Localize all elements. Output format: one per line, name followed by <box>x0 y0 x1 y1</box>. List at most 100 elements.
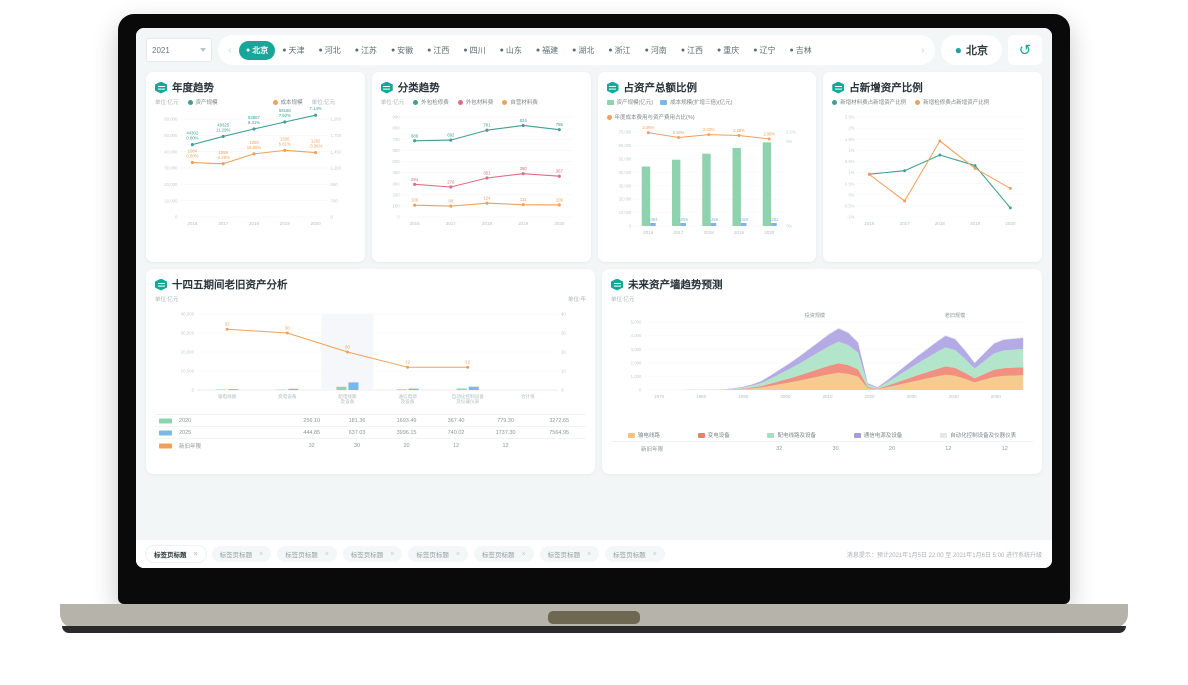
close-icon[interactable]: × <box>259 550 264 558</box>
legend-item[interactable]: 外包检修费 <box>413 98 449 106</box>
region-item-辽宁[interactable]: ● 辽宁 <box>746 41 782 60</box>
close-icon[interactable]: × <box>324 550 329 558</box>
location-pin-icon: ● <box>680 46 686 54</box>
svg-text:692: 692 <box>447 132 455 137</box>
region-item-江西[interactable]: ● 江西 <box>420 41 456 60</box>
svg-text:1,700: 1,700 <box>331 133 342 138</box>
legend-item[interactable]: 自营材料费 <box>502 98 538 106</box>
svg-text:53887: 53887 <box>248 115 260 120</box>
svg-text:44302: 44302 <box>186 131 198 136</box>
legend-item[interactable]: 年度成本费用与资产费用占比(%) <box>606 113 695 121</box>
region-item-山东[interactable]: ● 山东 <box>493 41 529 60</box>
page-tab[interactable]: 标签页标题 × <box>211 546 272 562</box>
region-label: 山东 <box>505 45 522 55</box>
chevron-left-icon[interactable]: ‹ <box>228 44 232 56</box>
region-item-安徽[interactable]: ● 安徽 <box>384 41 420 60</box>
card-header: 占新增资产比例 <box>832 80 1033 95</box>
svg-text:2.15%: 2.15% <box>672 130 684 135</box>
svg-text:7.14%: 7.14% <box>310 107 322 111</box>
close-icon[interactable]: × <box>193 550 198 558</box>
unit-right: 单位:年 <box>567 297 586 303</box>
svg-text:通信电源: 通信电源 <box>398 393 417 400</box>
region-item-湖北[interactable]: ● 湖北 <box>565 41 601 60</box>
svg-text:824: 824 <box>519 118 527 123</box>
card-header: 未来资产墙趋势预测 <box>611 277 1033 292</box>
svg-text:100: 100 <box>392 203 400 208</box>
svg-text:老旧规模: 老旧规模 <box>945 311 965 319</box>
svg-text:58168: 58168 <box>279 108 291 113</box>
page-tab[interactable]: 标签页标题 × <box>473 546 534 562</box>
legend-item[interactable]: 新增材料费占新增资产比例 <box>832 98 906 106</box>
legend-item[interactable]: 资产规模(亿元) <box>606 98 653 106</box>
svg-text:1256: 1256 <box>249 140 259 145</box>
region-item-福建[interactable]: ● 福建 <box>529 41 565 60</box>
hexagon-icon <box>832 81 845 94</box>
legend-item[interactable]: 外包材料费 <box>457 98 493 106</box>
table-row: 2020 256.10 181.36 1693.49 367.40 779.30 3272.… <box>155 414 586 427</box>
close-icon[interactable]: × <box>587 550 592 558</box>
svg-text:0: 0 <box>175 214 178 219</box>
year-select[interactable]: 2021 <box>146 38 212 62</box>
region-item-天津[interactable]: ● 天津 <box>275 41 311 60</box>
location-pin-icon: ● <box>572 46 577 54</box>
svg-text:配电线路: 配电线路 <box>338 393 357 400</box>
region-item-四川[interactable]: ● 四川 <box>456 41 492 60</box>
legend-item[interactable]: 自动化控制设备及仪器仪表 <box>940 431 1016 439</box>
page-tab[interactable]: 标签页标题 × <box>277 546 337 562</box>
legend-item[interactable]: 成本规模(扩增三倍)(亿元) <box>660 98 733 106</box>
page-tab[interactable]: 标签页标题 × <box>539 546 600 562</box>
chevron-right-icon[interactable]: › <box>921 44 925 56</box>
region-item-吉林[interactable]: ● 吉林 <box>783 41 819 60</box>
close-icon[interactable]: × <box>455 550 460 558</box>
current-city[interactable]: ● 北京 <box>940 35 1002 65</box>
region-item-河北[interactable]: ● 河北 <box>311 41 347 60</box>
svg-text:390: 390 <box>519 166 527 171</box>
laptop-base <box>60 604 1128 628</box>
legend-item[interactable]: 新增检修费占新增资产比例 <box>915 98 989 106</box>
table-row: 新旧年限 32 30 20 12 12 <box>155 438 586 452</box>
region-item-北京[interactable]: ● 北京 <box>239 40 276 60</box>
region-item-浙江[interactable]: ● 浙江 <box>601 41 637 60</box>
svg-text:270: 270 <box>447 179 455 184</box>
page-tab[interactable]: 标签页标题 × <box>408 546 468 562</box>
chart-legend: 单位:亿元 资产规模 成本规模 单位:亿元 <box>155 98 356 106</box>
card-old-assets-analysis: 十四五期间老旧资产分析 单位:亿元 单位:年 40,000 40 30,000 30 2… <box>146 269 595 474</box>
legend-item[interactable]: 输电线路 <box>627 431 660 439</box>
refresh-icon[interactable]: ↺ <box>1008 35 1042 65</box>
location-pin-icon: ● <box>954 43 962 57</box>
svg-text:30: 30 <box>285 326 291 331</box>
legend-item[interactable]: 通信电源及设备 <box>853 431 902 439</box>
legend-item[interactable]: 变电设备 <box>697 431 730 439</box>
svg-text:60,000: 60,000 <box>618 143 631 148</box>
legend-item[interactable]: 资产规模 <box>187 98 218 106</box>
legend-item[interactable]: 配电线路及设备 <box>767 431 816 439</box>
svg-text:2019: 2019 <box>518 221 528 226</box>
svg-text:合计值: 合计值 <box>521 393 535 400</box>
unit-right: 单位:亿元 <box>311 100 336 106</box>
row-label: 2020 <box>155 414 289 427</box>
close-icon[interactable]: × <box>521 550 526 558</box>
top-navigation-bar: 2021 ‹ ● 北京 ● 天津 ● 河北 ● 江苏 ● 安徽 ● 江西 ● 四川 ● 山东 ● 福建 ● 湖北 ● 浙江… <box>136 28 1052 72</box>
card-header: 年度趋势 <box>155 80 356 95</box>
table-cell: 30 <box>807 441 864 455</box>
page-tab[interactable]: 标签页标题 × <box>146 546 206 562</box>
close-icon[interactable]: × <box>390 550 395 558</box>
tab-label: 标签页标题 <box>219 552 253 559</box>
current-city-label: 北京 <box>966 45 988 57</box>
laptop-foot <box>62 626 1126 633</box>
tab-label: 标签页标题 <box>547 552 581 559</box>
region-item-河南[interactable]: ● 河南 <box>638 41 674 60</box>
legend-item[interactable]: 成本规模 <box>272 98 303 106</box>
svg-text:351: 351 <box>483 170 491 175</box>
region-item-重庆[interactable]: ● 重庆 <box>710 41 746 60</box>
svg-text:0: 0 <box>561 388 564 393</box>
page-tab[interactable]: 标签页标题 × <box>605 546 665 562</box>
unit-left: 单位:亿元 <box>611 297 635 303</box>
region-label: 河北 <box>324 45 341 55</box>
region-item-江西[interactable]: ● 江西 <box>674 41 710 60</box>
region-item-江苏[interactable]: ● 江苏 <box>348 41 384 60</box>
page-tab[interactable]: 标签页标题 × <box>342 546 403 562</box>
svg-text:10,000: 10,000 <box>164 198 178 203</box>
close-icon[interactable]: × <box>652 550 657 558</box>
charts-row-1: 年度趋势 单位:亿元 资产规模 成本规模 单位:亿元 60,000 1,950 50… <box>146 72 1042 262</box>
